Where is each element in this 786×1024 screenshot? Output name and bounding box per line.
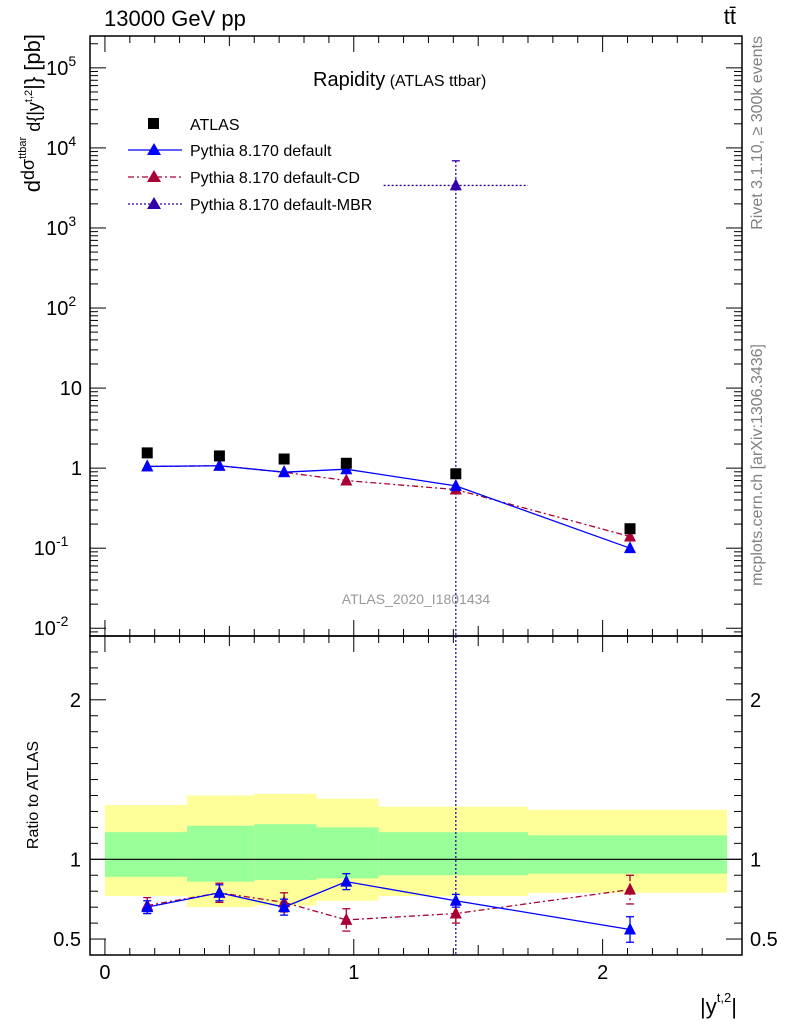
legend-marker-atlas: [148, 118, 159, 129]
analysis-watermark: ATLAS_2020_I1801434: [342, 591, 491, 607]
legend-label: Pythia 8.170 default: [190, 143, 332, 160]
default-ratio-point: [449, 893, 462, 906]
atlas-data-point: [141, 447, 153, 459]
main-plot-frame: [89, 35, 743, 637]
atlas-data-point: [278, 453, 290, 465]
plot-header-process: tt̄: [723, 4, 736, 29]
cd-ratio-point: [449, 906, 462, 919]
x-tick-label: 0: [99, 962, 110, 984]
default-point: [213, 458, 226, 471]
plot-title: Rapidity (ATLAS ttbar): [313, 69, 486, 91]
ratio-y-tick-label: 1: [70, 849, 81, 871]
ratio-y-tick-label-right: 1: [750, 849, 761, 871]
x-axis-label: |yt,2|: [700, 990, 737, 1019]
cd-point: [624, 529, 637, 542]
ratio-band-inner: [527, 835, 728, 874]
atlas-data-point: [340, 457, 352, 469]
ratio-band-inner: [187, 825, 255, 882]
default-point: [141, 459, 154, 472]
default-ratio-point: [340, 874, 353, 887]
legend-marker-triangle: [147, 143, 161, 155]
ratio-y-tick-label-right: 0.5: [750, 929, 778, 951]
atlas-data-point: [450, 468, 462, 480]
default-point: [449, 478, 462, 491]
y-tick-label: 104: [46, 133, 76, 160]
x-tick-label: 2: [597, 962, 608, 984]
default-ratio-point: [141, 900, 154, 913]
y-tick-label: 10-1: [34, 533, 69, 560]
ratio-band-inner: [104, 832, 188, 877]
ratio-y-axis-label: Ratio to ATLAS: [25, 741, 42, 849]
ratio-y-tick-label-right: 2: [750, 690, 761, 712]
legend-label: Pythia 8.170 default-MBR: [190, 197, 372, 214]
y-tick-label: 10: [60, 378, 82, 400]
ratio-y-tick-label: 0.5: [53, 929, 81, 951]
cd-point: [340, 473, 353, 486]
default-ratio-point: [278, 900, 291, 913]
default-point: [278, 465, 291, 478]
y-tick-label: 105: [46, 53, 76, 80]
default-ratio-point: [624, 922, 637, 935]
legend-label: Pythia 8.170 default-CD: [190, 170, 360, 187]
cd-ratio-point: [624, 882, 637, 895]
y-tick-label: 103: [46, 213, 76, 240]
mcplots-reference-label: mcplots.cern.ch [arXiv:1306.3436]: [749, 344, 766, 586]
atlas-data-point: [624, 523, 636, 535]
ratio-y-tick-label: 2: [70, 690, 81, 712]
ratio-band-inner: [378, 832, 528, 876]
atlas-data-point: [213, 450, 225, 462]
plot-header-energy: 13000 GeV pp: [104, 6, 246, 31]
y-tick-label: 102: [46, 293, 76, 320]
y-axis-label: ddσttbar d{|yt,2|} [pb]: [17, 34, 45, 192]
default-ratio-point: [213, 885, 226, 898]
default-point: [624, 541, 637, 554]
x-tick-label: 1: [348, 962, 359, 984]
y-tick-label: 1: [71, 458, 82, 480]
ratio-band-inner: [316, 827, 379, 879]
legend-marker-triangle: [147, 170, 161, 182]
rivet-version-label: Rivet 3.1.10, ≥ 300k events: [749, 36, 766, 230]
y-tick-label: 10-2: [34, 613, 69, 640]
mbr-point: [449, 178, 462, 191]
default-series-line: [147, 465, 631, 549]
cd-ratio-point: [340, 912, 353, 925]
legend-marker-triangle: [147, 197, 161, 209]
default-ratio-line: [147, 880, 631, 931]
legend-label: ATLAS: [190, 117, 240, 134]
ratio-band-inner: [254, 824, 317, 881]
cd-series-line: [147, 465, 631, 538]
